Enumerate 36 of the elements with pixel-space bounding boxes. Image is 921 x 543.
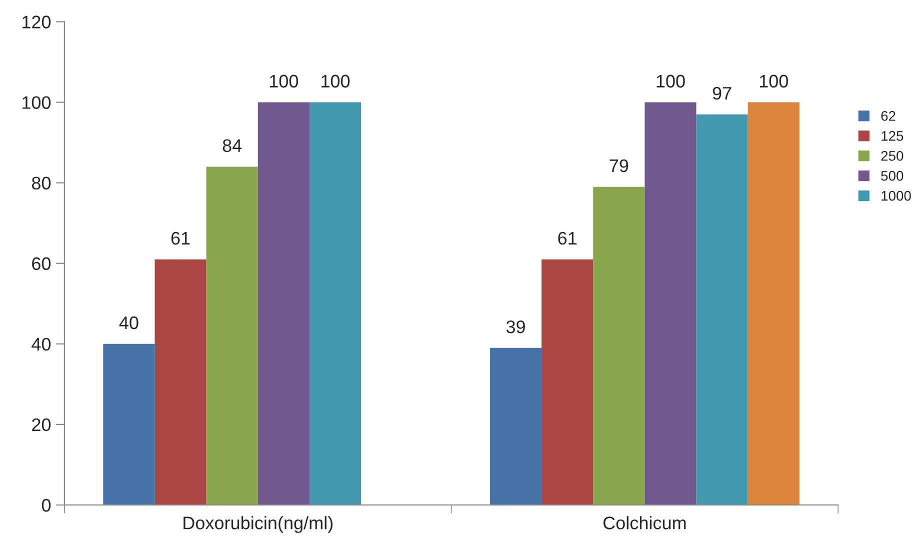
y-tick-label: 40	[32, 338, 51, 351]
data-label: 40	[119, 316, 138, 330]
bar	[490, 348, 542, 505]
data-label: 39	[506, 320, 525, 334]
data-label: 84	[222, 139, 242, 152]
y-tick-label: 60	[32, 257, 51, 270]
y-tick-label: 120	[22, 16, 51, 28]
x-tick-label: Colchicum	[603, 516, 686, 530]
data-label: 100	[270, 74, 298, 88]
data-label: 100	[656, 74, 685, 88]
y-tick-label: 20	[32, 418, 51, 432]
bar	[154, 259, 206, 505]
bar	[542, 259, 594, 505]
data-label: 61	[558, 232, 576, 245]
y-tick-label: 100	[22, 96, 51, 109]
bar	[644, 102, 696, 505]
x-tick-label: Doxorubicin(ng/ml)	[184, 516, 333, 533]
bar	[696, 114, 748, 505]
bar	[258, 102, 310, 505]
legend-label: 125	[882, 131, 904, 141]
data-label: 97	[712, 86, 732, 100]
y-tick-label: 0	[42, 498, 51, 512]
legend-label: 250	[881, 150, 904, 161]
y-tick-label: 80	[32, 176, 51, 190]
bar	[103, 344, 155, 505]
data-label: 61	[171, 232, 190, 245]
data-label: 100	[760, 74, 788, 88]
data-label: 100	[322, 74, 350, 88]
bar	[748, 102, 800, 505]
legend-label: 1000	[882, 190, 911, 201]
bar	[309, 102, 362, 505]
legend-label: 62	[881, 111, 896, 121]
bar	[593, 186, 645, 505]
legend-label: 500	[881, 170, 904, 181]
data-label: 79	[610, 159, 628, 172]
bar	[206, 166, 258, 505]
